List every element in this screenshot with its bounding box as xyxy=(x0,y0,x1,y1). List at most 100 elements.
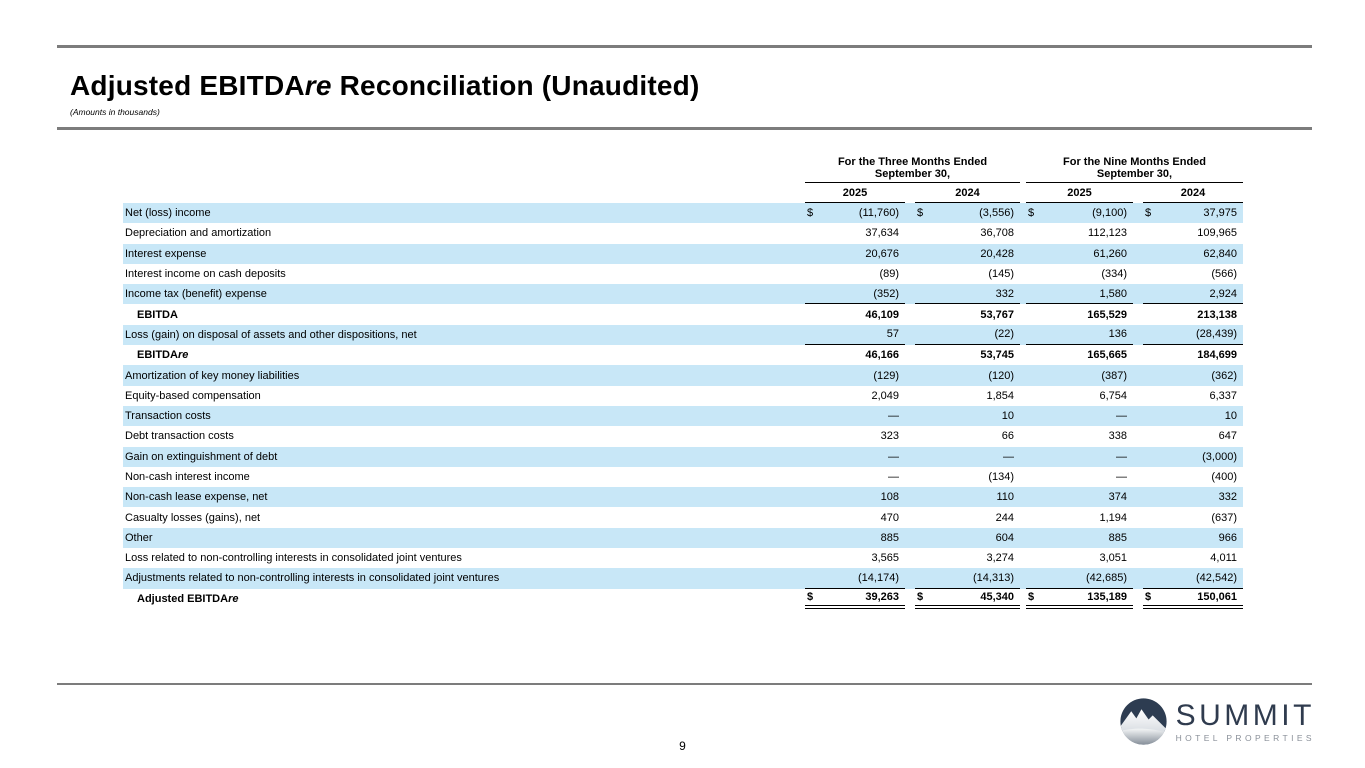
cell-value: (14,313) xyxy=(973,571,1014,584)
value-cell: 3,565 xyxy=(805,548,905,568)
value-cell: $135,189 xyxy=(1026,589,1133,609)
value-cell: 62,840 xyxy=(1143,244,1243,264)
value-cell: — xyxy=(1026,467,1133,487)
value-cell: 46,166 xyxy=(805,345,905,365)
group-header-nine-months: For the Nine Months Ended September 30, xyxy=(1026,155,1243,183)
cell-value: (129) xyxy=(873,369,899,382)
logo-tagline: HOTEL PROPERTIES xyxy=(1175,732,1315,743)
cell-value: 53,767 xyxy=(980,308,1014,321)
dollar-sign: $ xyxy=(1028,590,1035,603)
row-label: Other xyxy=(123,528,805,548)
value-cell: 53,767 xyxy=(915,304,1020,324)
value-cell: 885 xyxy=(805,528,905,548)
value-cell: 1,854 xyxy=(915,386,1020,406)
cell-value: 45,340 xyxy=(980,590,1014,603)
row-label-text: Non-cash lease expense, net xyxy=(125,491,268,504)
value-cell: $39,263 xyxy=(805,589,905,609)
value-cell: 332 xyxy=(915,284,1020,305)
row-label-text: Loss related to non-controlling interest… xyxy=(125,552,462,565)
header-divider xyxy=(57,127,1312,130)
value-cell: 2,049 xyxy=(805,386,905,406)
cell-value: 10 xyxy=(1224,410,1237,423)
value-cell: 53,745 xyxy=(915,345,1020,365)
cell-value: 62,840 xyxy=(1203,247,1237,260)
dollar-sign: $ xyxy=(807,590,814,603)
cell-value: — xyxy=(888,471,899,483)
value-cell: 109,965 xyxy=(1143,223,1243,243)
dollar-sign: $ xyxy=(1145,590,1152,603)
cell-value: (566) xyxy=(1211,268,1237,281)
value-cell: — xyxy=(805,406,905,426)
value-cell: 4,011 xyxy=(1143,548,1243,568)
value-cell: 46,109 xyxy=(805,304,905,324)
value-cell: $37,975 xyxy=(1143,203,1243,223)
row-label: Interest expense xyxy=(123,244,805,264)
value-cell: 20,428 xyxy=(915,244,1020,264)
value-cell: — xyxy=(805,467,905,487)
cell-value: 46,109 xyxy=(865,308,899,321)
row-label-text: Debt transaction costs xyxy=(125,430,234,443)
table-row: Adjustments related to non-controlling i… xyxy=(123,568,1243,589)
mountain-icon xyxy=(1119,698,1167,745)
cell-value: 1,194 xyxy=(1099,511,1127,524)
value-cell: $ (3,556) xyxy=(915,203,1020,223)
table-row: Net (loss) income $ (11,760) $ (3,556) $ (9… xyxy=(123,203,1243,224)
row-label: Income tax (benefit) expense xyxy=(123,284,805,304)
value-cell: 20,676 xyxy=(805,244,905,264)
cell-value: (3,000) xyxy=(1202,450,1237,463)
cell-value: — xyxy=(1003,450,1014,463)
value-cell: (129) xyxy=(805,365,905,385)
row-label-text: Interest income on cash deposits xyxy=(125,268,286,281)
value-cell: 136 xyxy=(1026,325,1133,346)
value-cell: 108 xyxy=(805,487,905,507)
group-header-label: For the Nine Months Ended September 30, xyxy=(1063,156,1206,180)
row-label-text: Interest expense xyxy=(125,247,207,260)
value-cell: 36,708 xyxy=(915,223,1020,243)
group-header-spacer xyxy=(123,155,805,183)
value-cell: 165,529 xyxy=(1026,304,1133,324)
value-cell: 6,337 xyxy=(1143,386,1243,406)
value-cell: 885 xyxy=(1026,528,1133,548)
cell-value: 647 xyxy=(1218,430,1237,443)
row-label-italic: re xyxy=(177,349,189,362)
reconciliation-table: For the Three Months Ended September 30,… xyxy=(123,155,1243,609)
cell-value: 184,699 xyxy=(1197,349,1237,362)
value-cell: 10 xyxy=(1143,406,1243,426)
table-row: Debt transaction costs 323 66 338 647 xyxy=(123,426,1243,446)
row-label-text: Adjustments related to non-controlling i… xyxy=(125,572,500,585)
table-row: Interest expense 20,676 20,428 61,260 62… xyxy=(123,243,1243,264)
cell-value: 20,676 xyxy=(865,247,899,260)
row-label-text: Transaction costs xyxy=(125,410,211,423)
value-cell: 10 xyxy=(915,406,1020,426)
cell-value: 135,189 xyxy=(1087,590,1127,603)
year-header-spacer xyxy=(123,183,805,203)
cell-value: 46,166 xyxy=(865,349,899,362)
cell-value: (120) xyxy=(988,369,1014,382)
row-label: EBITDA re xyxy=(123,345,805,365)
cell-value: — xyxy=(1116,410,1127,423)
value-cell: $ (11,760) xyxy=(805,203,905,223)
value-cell: 374 xyxy=(1026,487,1133,507)
value-cell: (3,000) xyxy=(1143,447,1243,467)
table-row: Adjusted EBITDA re $39,263 $45,340 $135,1… xyxy=(123,589,1243,609)
cell-value: (11,760) xyxy=(858,207,899,220)
cell-value: (3,556) xyxy=(979,207,1014,220)
value-cell: 2,924 xyxy=(1143,284,1243,305)
cell-value: 3,565 xyxy=(871,552,899,565)
value-cell: 110 xyxy=(915,487,1020,507)
cell-value: 604 xyxy=(995,531,1014,544)
value-cell: (400) xyxy=(1143,467,1243,487)
cell-value: 61,260 xyxy=(1093,247,1127,260)
cell-value: 110 xyxy=(996,491,1014,504)
row-label: Adjusted EBITDA re xyxy=(123,589,805,609)
footer-divider xyxy=(57,683,1312,685)
table-row: Gain on extinguishment of debt — — — (3,… xyxy=(123,446,1243,467)
row-label-text: EBITDA xyxy=(137,349,178,362)
cell-value: 136 xyxy=(1108,328,1127,341)
cell-value: (145) xyxy=(988,268,1014,281)
cell-value: 53,745 xyxy=(980,349,1014,362)
table-group-header: For the Three Months Ended September 30,… xyxy=(123,155,1243,183)
cell-value: (334) xyxy=(1101,268,1127,281)
cell-value: 4,011 xyxy=(1210,552,1237,565)
cell-value: 37,975 xyxy=(1203,207,1237,220)
